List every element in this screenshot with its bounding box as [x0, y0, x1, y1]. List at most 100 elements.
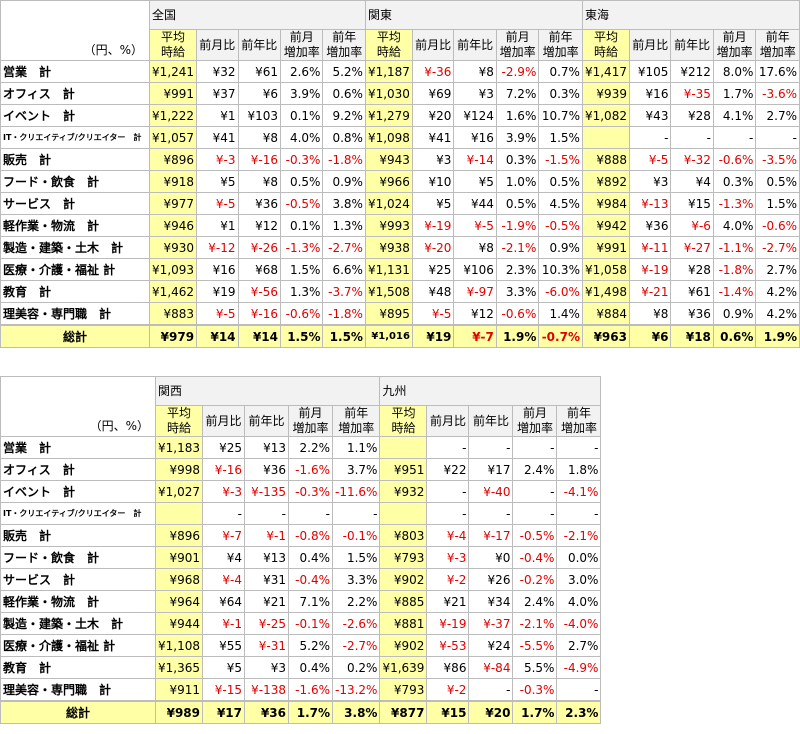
value-cell: 0.5% [538, 170, 583, 193]
value-cell: - [556, 502, 602, 525]
value-cell: -6.0% [538, 280, 583, 303]
value-cell: - [512, 502, 558, 525]
value-cell: 3.9% [495, 126, 540, 149]
value-cell: -1.9% [495, 214, 540, 237]
wage-cell: ¥932 [379, 480, 428, 503]
table-row: 軽作業・物流 計 ¥964 ¥64 ¥21 7.1% 2.2% ¥885 ¥21 ¥34 2.4%… [0, 590, 602, 613]
value-cell: ¥4 [202, 546, 245, 569]
value-cell: ¥13 [244, 546, 289, 569]
value-cell: - [712, 126, 757, 149]
wage-cell: ¥896 [155, 524, 203, 547]
wage-cell: ¥1,131 [364, 258, 413, 281]
value-cell: -1.8% [322, 148, 366, 171]
wage-cell: ¥984 [581, 192, 630, 215]
value-cell: -0.6% [755, 214, 800, 237]
value-cell: ¥-31 [244, 634, 289, 657]
value-cell: ¥-5 [196, 302, 239, 326]
value-cell: ¥0 [468, 546, 514, 569]
value-cell: ¥1 [196, 214, 239, 237]
value-cell: ¥-19 [628, 258, 672, 281]
value-cell: ¥-1 [244, 524, 289, 547]
value-cell: ¥3 [628, 170, 672, 193]
table-row: 販売 計 ¥896 ¥-7 ¥-1 -0.8% -0.1% ¥803 ¥-4 ¥-17 -0.5%… [0, 524, 602, 547]
value-cell: ¥15 [670, 192, 714, 215]
wage-cell: ¥1,498 [581, 280, 630, 303]
category-label: イベント 計 [0, 480, 156, 503]
wage-cell: ¥1,024 [364, 192, 413, 215]
value-cell: ¥10 [411, 170, 455, 193]
value-cell: ¥5 [411, 192, 455, 215]
value-cell: ¥-4 [426, 524, 470, 547]
value-cell: ¥-2 [426, 678, 470, 702]
value-cell: 0.9% [538, 236, 583, 259]
value-cell: -2.7% [755, 236, 800, 259]
wage-cell [581, 126, 630, 149]
region-header-row: （円、%） 全国 関東 東海 [0, 0, 800, 61]
value-cell: ¥28 [670, 258, 714, 281]
unit-label: （円、%） [0, 376, 156, 437]
category-label: オフィス 計 [0, 82, 151, 105]
value-cell: -0.1% [288, 612, 333, 635]
value-cell: ¥21 [426, 590, 470, 613]
value-cell: -0.4% [512, 546, 558, 569]
column-header-yoy: 前年比 [244, 405, 289, 437]
value-cell: ¥6 [237, 82, 282, 105]
region-header: 九州 [379, 376, 602, 406]
value-cell: ¥-135 [244, 480, 289, 503]
value-cell: ¥25 [202, 436, 245, 459]
region-header-row: （円、%） 関西 九州 [0, 376, 602, 437]
wage-cell: ¥968 [155, 568, 203, 591]
metric-header-row: 平均 時給 前月比 前年比 前月 増加率 前年 増加率 平均 時給 前月比 前年比 前月 増加率 前年 増加率 [1, 405, 602, 437]
category-label: 軽作業・物流 計 [0, 590, 156, 613]
value-cell: 1.6% [495, 104, 540, 127]
value-cell: ¥6 [628, 324, 672, 348]
value-cell: ¥-5 [628, 148, 672, 171]
value-cell: 4.2% [755, 280, 800, 303]
value-cell: 9.2% [322, 104, 366, 127]
total-row: 総計 ¥989 ¥17 ¥36 1.7% 3.8% ¥877 ¥15 ¥20 1.7% 2.3% [0, 700, 602, 724]
value-cell: -2.7% [331, 634, 381, 657]
category-label: 営業 計 [0, 60, 151, 83]
table-row: サービス 計 ¥968 ¥-4 ¥31 -0.4% 3.3% ¥902 ¥-2 ¥26 -0.2%… [0, 568, 602, 591]
value-cell: ¥48 [411, 280, 455, 303]
value-cell: ¥44 [453, 192, 497, 215]
value-cell: ¥212 [670, 60, 714, 83]
category-label: 販売 計 [0, 524, 156, 547]
value-cell: ¥20 [411, 104, 455, 127]
wage-cell: ¥977 [149, 192, 198, 215]
column-header-wage: 平均 時給 [379, 405, 428, 437]
value-cell: 1.9% [495, 324, 540, 348]
value-cell: ¥-3 [196, 148, 239, 171]
value-cell: ¥61 [670, 280, 714, 303]
value-cell: -1.8% [712, 258, 757, 281]
value-cell: -1.4% [712, 280, 757, 303]
value-cell: ¥68 [237, 258, 282, 281]
category-label: 軽作業・物流 計 [0, 214, 151, 237]
value-cell: - [244, 502, 289, 525]
column-header-mom-rate: 前月 増加率 [512, 405, 558, 437]
value-cell: ¥25 [411, 258, 455, 281]
value-cell: 1.7% [288, 700, 333, 724]
value-cell: ¥21 [244, 590, 289, 613]
value-cell: -1.3% [712, 192, 757, 215]
wage-cell: ¥964 [155, 590, 203, 613]
value-cell: ¥-25 [244, 612, 289, 635]
value-cell: ¥64 [202, 590, 245, 613]
category-label: サービス 計 [0, 192, 151, 215]
value-cell: ¥17 [202, 700, 245, 724]
column-header-mom: 前月比 [411, 29, 455, 61]
value-cell: 1.5% [755, 192, 800, 215]
value-cell: ¥-138 [244, 678, 289, 702]
value-cell: -2.1% [495, 236, 540, 259]
category-label: 営業 計 [0, 436, 156, 459]
table-row: オフィス 計 ¥998 ¥-16 ¥36 -1.6% 3.7% ¥951 ¥22 ¥17 2.4%… [0, 458, 602, 481]
value-cell: ¥-5 [411, 302, 455, 326]
value-cell: ¥124 [453, 104, 497, 127]
value-cell: ¥-14 [453, 148, 497, 171]
wage-cell: ¥1,187 [364, 60, 413, 83]
value-cell: ¥-12 [196, 236, 239, 259]
value-cell: - [468, 502, 514, 525]
wage-cell: ¥793 [379, 546, 428, 569]
value-cell: ¥-3 [202, 480, 245, 503]
table-row: 理美容・専門職 計 ¥911 ¥-15 ¥-138 -1.6% -13.2% ¥793 ¥-2… [0, 678, 602, 702]
